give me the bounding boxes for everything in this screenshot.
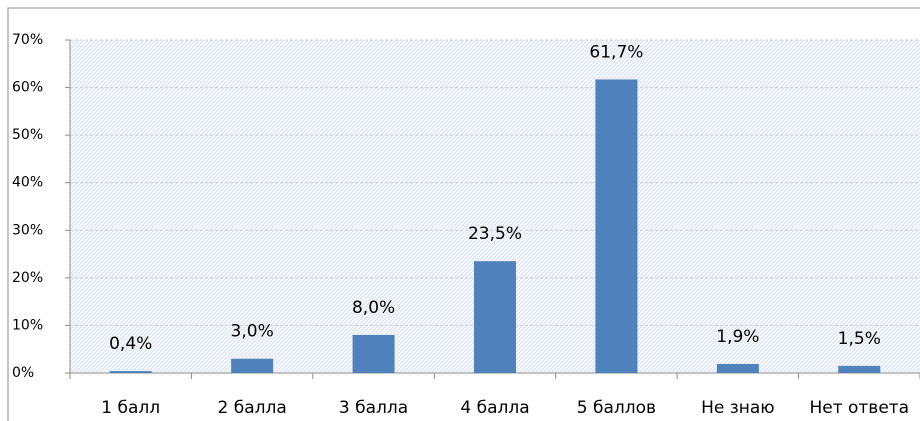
y-tick-label: 0% <box>12 365 34 381</box>
y-tick-label: 70% <box>12 32 43 48</box>
bar <box>352 334 395 373</box>
x-tick-label: Не знаю <box>701 398 775 418</box>
x-tick-label: Нет ответа <box>809 398 909 418</box>
x-tick-label: 2 балла <box>218 398 287 418</box>
bar <box>838 365 881 373</box>
y-tick-label: 10% <box>12 317 43 333</box>
value-label: 61,7% <box>589 42 643 62</box>
chart-frame <box>7 7 920 421</box>
y-tick-label: 40% <box>12 175 43 191</box>
bar <box>474 261 516 373</box>
bar <box>231 358 274 373</box>
y-tick-label: 50% <box>12 127 43 143</box>
value-label: 1,5% <box>838 329 881 349</box>
y-tick-label: 60% <box>12 80 43 96</box>
y-tick-label: 20% <box>12 270 43 286</box>
x-tick-label: 1 балл <box>101 398 160 418</box>
x-tick-label: 4 балла <box>460 398 529 418</box>
bar <box>109 371 152 373</box>
value-label: 1,9% <box>716 327 759 347</box>
bar <box>595 79 638 373</box>
x-tick-label: 3 балла <box>339 398 408 418</box>
x-tick-label: 5 баллов <box>577 398 656 418</box>
value-label: 0,4% <box>109 334 152 354</box>
value-label: 3,0% <box>231 322 274 342</box>
value-label: 23,5% <box>468 224 522 244</box>
bar <box>716 363 759 373</box>
y-tick-label: 30% <box>12 222 43 238</box>
value-label: 8,0% <box>352 298 395 318</box>
